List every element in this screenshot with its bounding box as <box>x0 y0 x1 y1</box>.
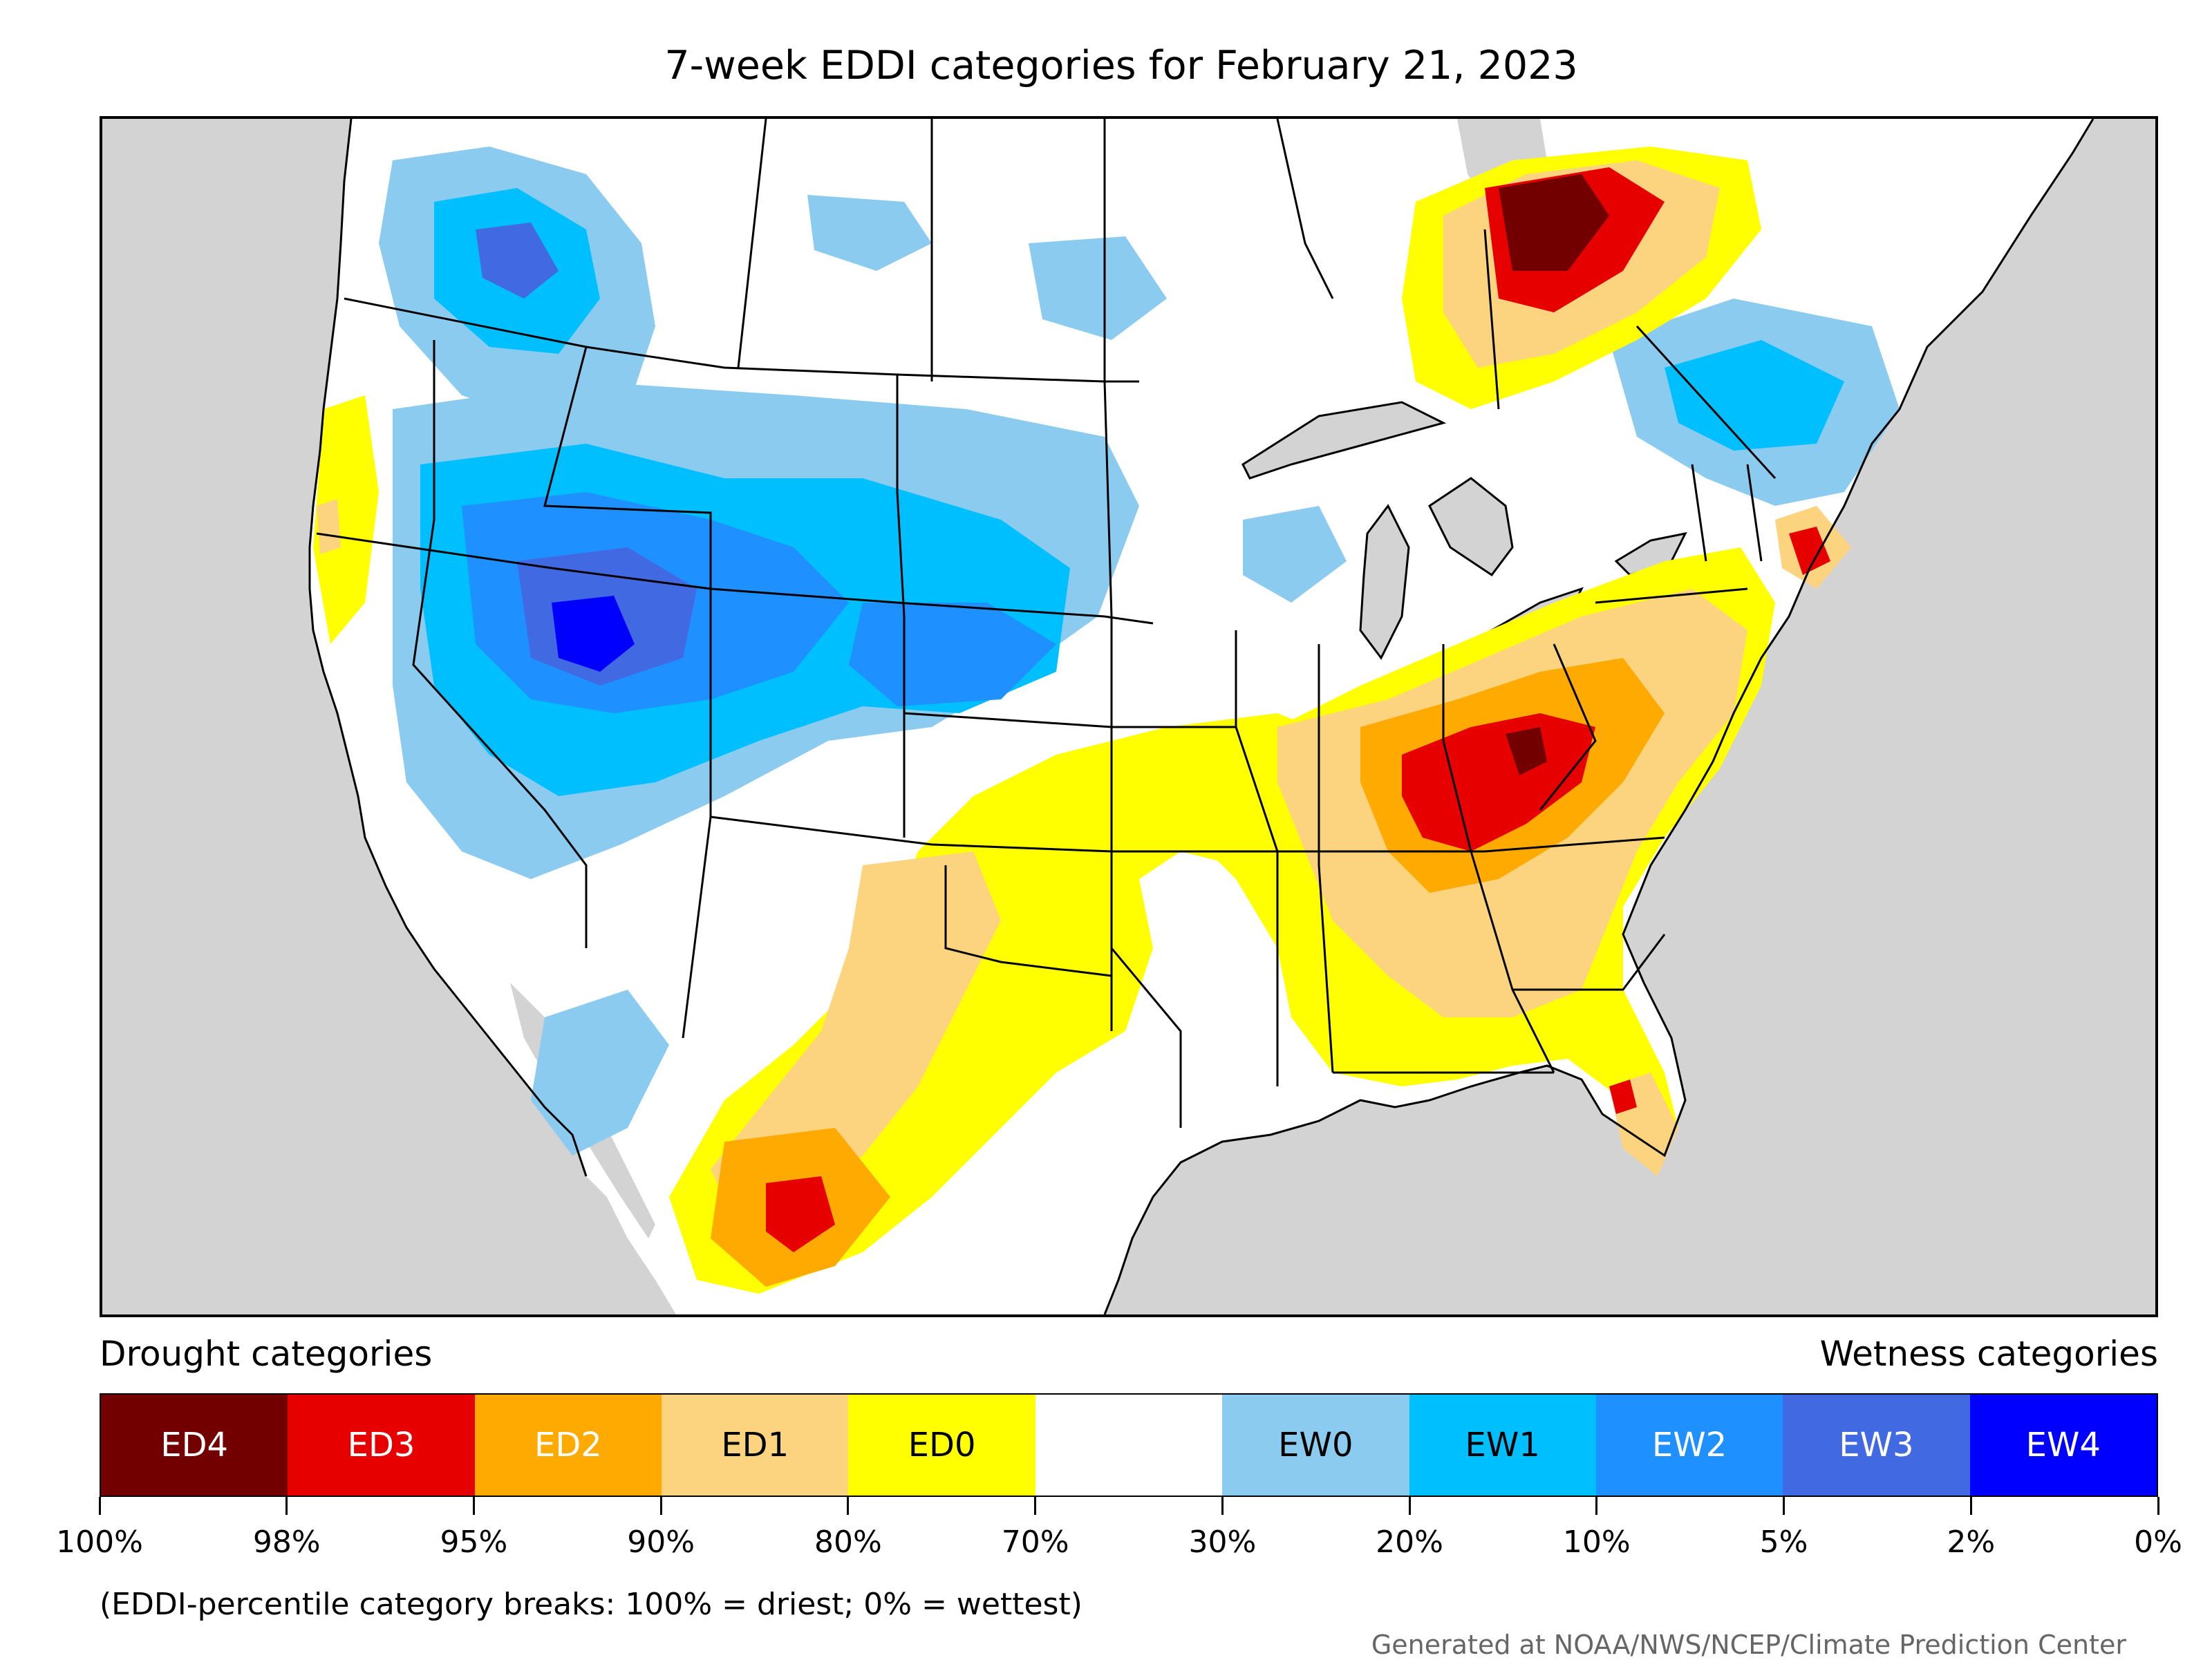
legend-ticks <box>98 1497 2159 1518</box>
legend-break-label: 100% <box>56 1525 143 1560</box>
legend-tick <box>1221 1497 1224 1515</box>
map-title: 7-week EDDI categories for February 21, … <box>664 43 1578 88</box>
legend-swatch-ed1: ED1 <box>662 1395 849 1496</box>
legend-break-label: 95% <box>440 1525 508 1560</box>
legend-break-label: 70% <box>1001 1525 1069 1560</box>
legend-break-label: 90% <box>627 1525 695 1560</box>
eddi-map <box>100 116 2158 1317</box>
legend-swatch-ew0: EW0 <box>1222 1395 1409 1496</box>
legend-swatch-ed3: ED3 <box>288 1395 475 1496</box>
legend-swatch-ed0: ED0 <box>848 1395 1035 1496</box>
legend-tick <box>1595 1497 1598 1515</box>
legend-break-label: 20% <box>1376 1525 1443 1560</box>
drought-caption: Drought categories <box>100 1334 433 1374</box>
legend-tick <box>1408 1497 1411 1515</box>
legend-swatch-ew2: EW2 <box>1595 1395 1783 1496</box>
legend-break-label: 0% <box>2134 1525 2182 1560</box>
legend-break-label: 2% <box>1947 1525 1996 1560</box>
category-legend: ED4 ED3 ED2 ED1 ED0 EW0 EW1 EW2 EW3 EW4 <box>100 1393 2158 1497</box>
legend-swatch-ew3: EW3 <box>1783 1395 1970 1496</box>
legend-tick <box>1783 1497 1785 1515</box>
legend-break-label: 10% <box>1562 1525 1631 1560</box>
wetness-caption: Wetness categories <box>1819 1334 2158 1374</box>
legend-tick <box>98 1497 101 1515</box>
coastline-east <box>1103 119 2094 1314</box>
credit-line: Generated at NOAA/NWS/NCEP/Climate Predi… <box>1371 1630 2126 1660</box>
legend-swatch-normal <box>1035 1395 1223 1496</box>
legend-swatch-ed4: ED4 <box>101 1395 288 1496</box>
drought-areas <box>313 147 1851 1294</box>
legend-swatch-ew4: EW4 <box>1969 1395 2157 1496</box>
category-note: (EDDI-percentile category breaks: 100% =… <box>100 1587 1082 1622</box>
legend-tick <box>2157 1497 2159 1515</box>
legend-tick <box>472 1497 475 1515</box>
legend-break-label: 80% <box>814 1525 882 1560</box>
legend-break-label: 98% <box>252 1525 321 1560</box>
state-boundaries <box>316 119 1777 1128</box>
legend-break-label: 5% <box>1759 1525 1808 1560</box>
legend-tick <box>1969 1497 1972 1515</box>
legend-swatch-ew1: EW1 <box>1409 1395 1596 1496</box>
legend-swatch-ed2: ED2 <box>474 1395 662 1496</box>
legend-tick <box>847 1497 850 1515</box>
legend-tick <box>1034 1497 1037 1515</box>
legend-tick <box>285 1497 288 1515</box>
legend-break-label: 30% <box>1188 1525 1257 1560</box>
legend-tick <box>659 1497 662 1515</box>
coastline <box>308 119 588 1177</box>
